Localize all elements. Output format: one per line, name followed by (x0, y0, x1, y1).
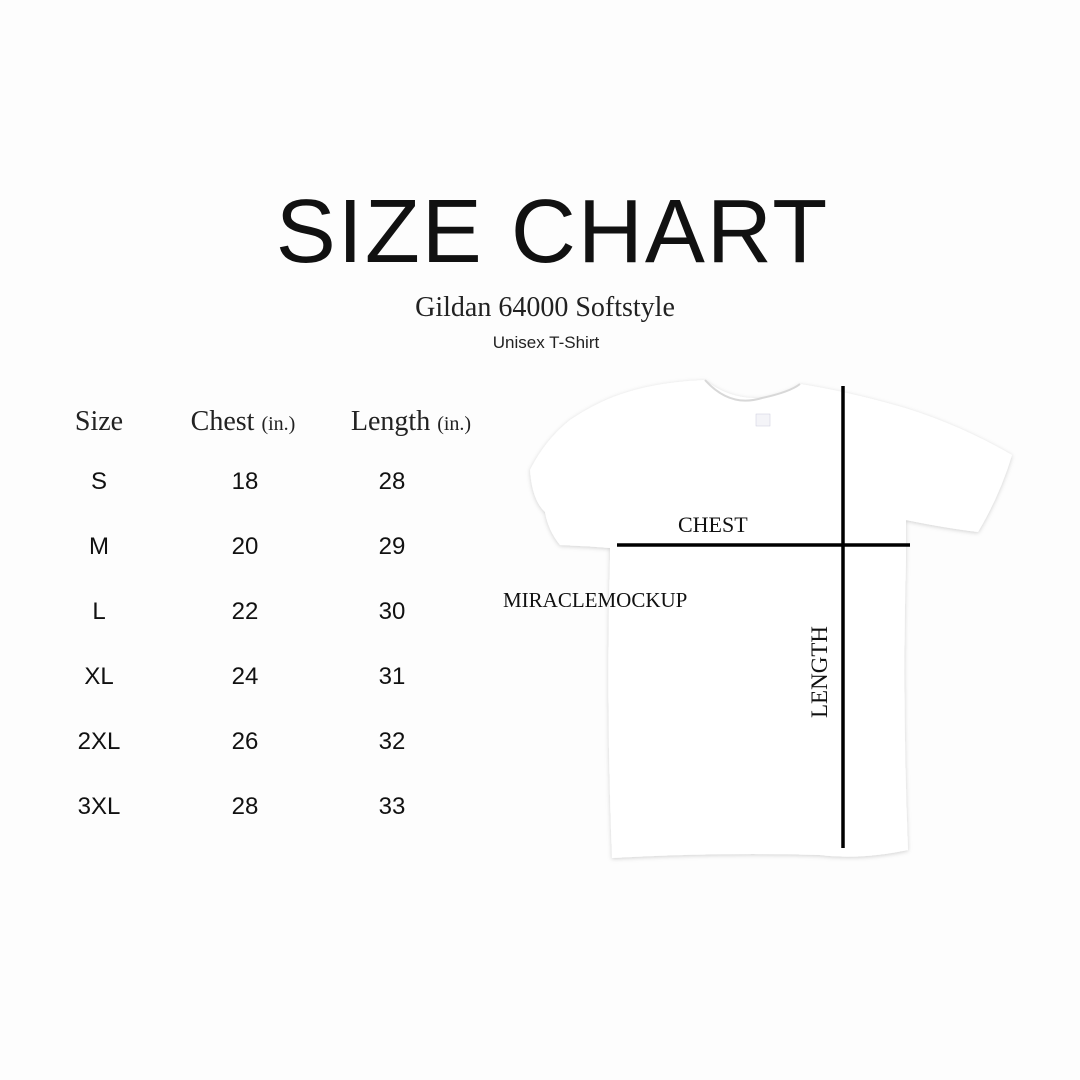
size-cell: M (89, 533, 109, 560)
neck-label (755, 413, 771, 427)
length-cell: 30 (378, 598, 406, 625)
chest-label: CHEST (678, 512, 748, 537)
size-cell: S (90, 468, 108, 495)
size-cell: XL (84, 663, 114, 690)
watermark: MIRACLEMOCKUP (503, 588, 688, 612)
column-label: Size (74, 406, 124, 437)
product-type: Unisex T-Shirt (492, 333, 600, 352)
column-label: Length (350, 406, 431, 437)
chest-cell: 22 (231, 598, 259, 625)
length-label: LENGTH (807, 626, 832, 718)
length-cell: 33 (378, 793, 406, 820)
tshirt-body (530, 380, 1012, 858)
size-cell: 2XL (77, 728, 121, 755)
column-unit: (in.) (261, 413, 296, 435)
column-unit: (in.) (437, 413, 472, 435)
size-cell: 3XL (77, 793, 121, 820)
column-header-chest: Chest (in.) (191, 406, 296, 438)
chest-cell: 28 (231, 793, 259, 820)
column-header-length: Length (in.) (351, 406, 471, 438)
size-cell: L (92, 598, 106, 625)
page-title: SIZE CHART (275, 182, 830, 282)
length-cell: 32 (378, 728, 406, 755)
collar (704, 379, 801, 402)
length-cell: 28 (378, 468, 406, 495)
length-cell: 29 (378, 533, 406, 560)
chest-cell: 18 (231, 468, 259, 495)
chest-cell: 26 (231, 728, 259, 755)
product-subtitle: Gildan 64000 Softstyle (415, 292, 675, 323)
chest-cell: 20 (231, 533, 259, 560)
length-cell: 31 (378, 663, 406, 690)
column-header-size: Size (75, 406, 123, 438)
column-label: Chest (190, 406, 255, 437)
chest-cell: 24 (231, 663, 259, 690)
